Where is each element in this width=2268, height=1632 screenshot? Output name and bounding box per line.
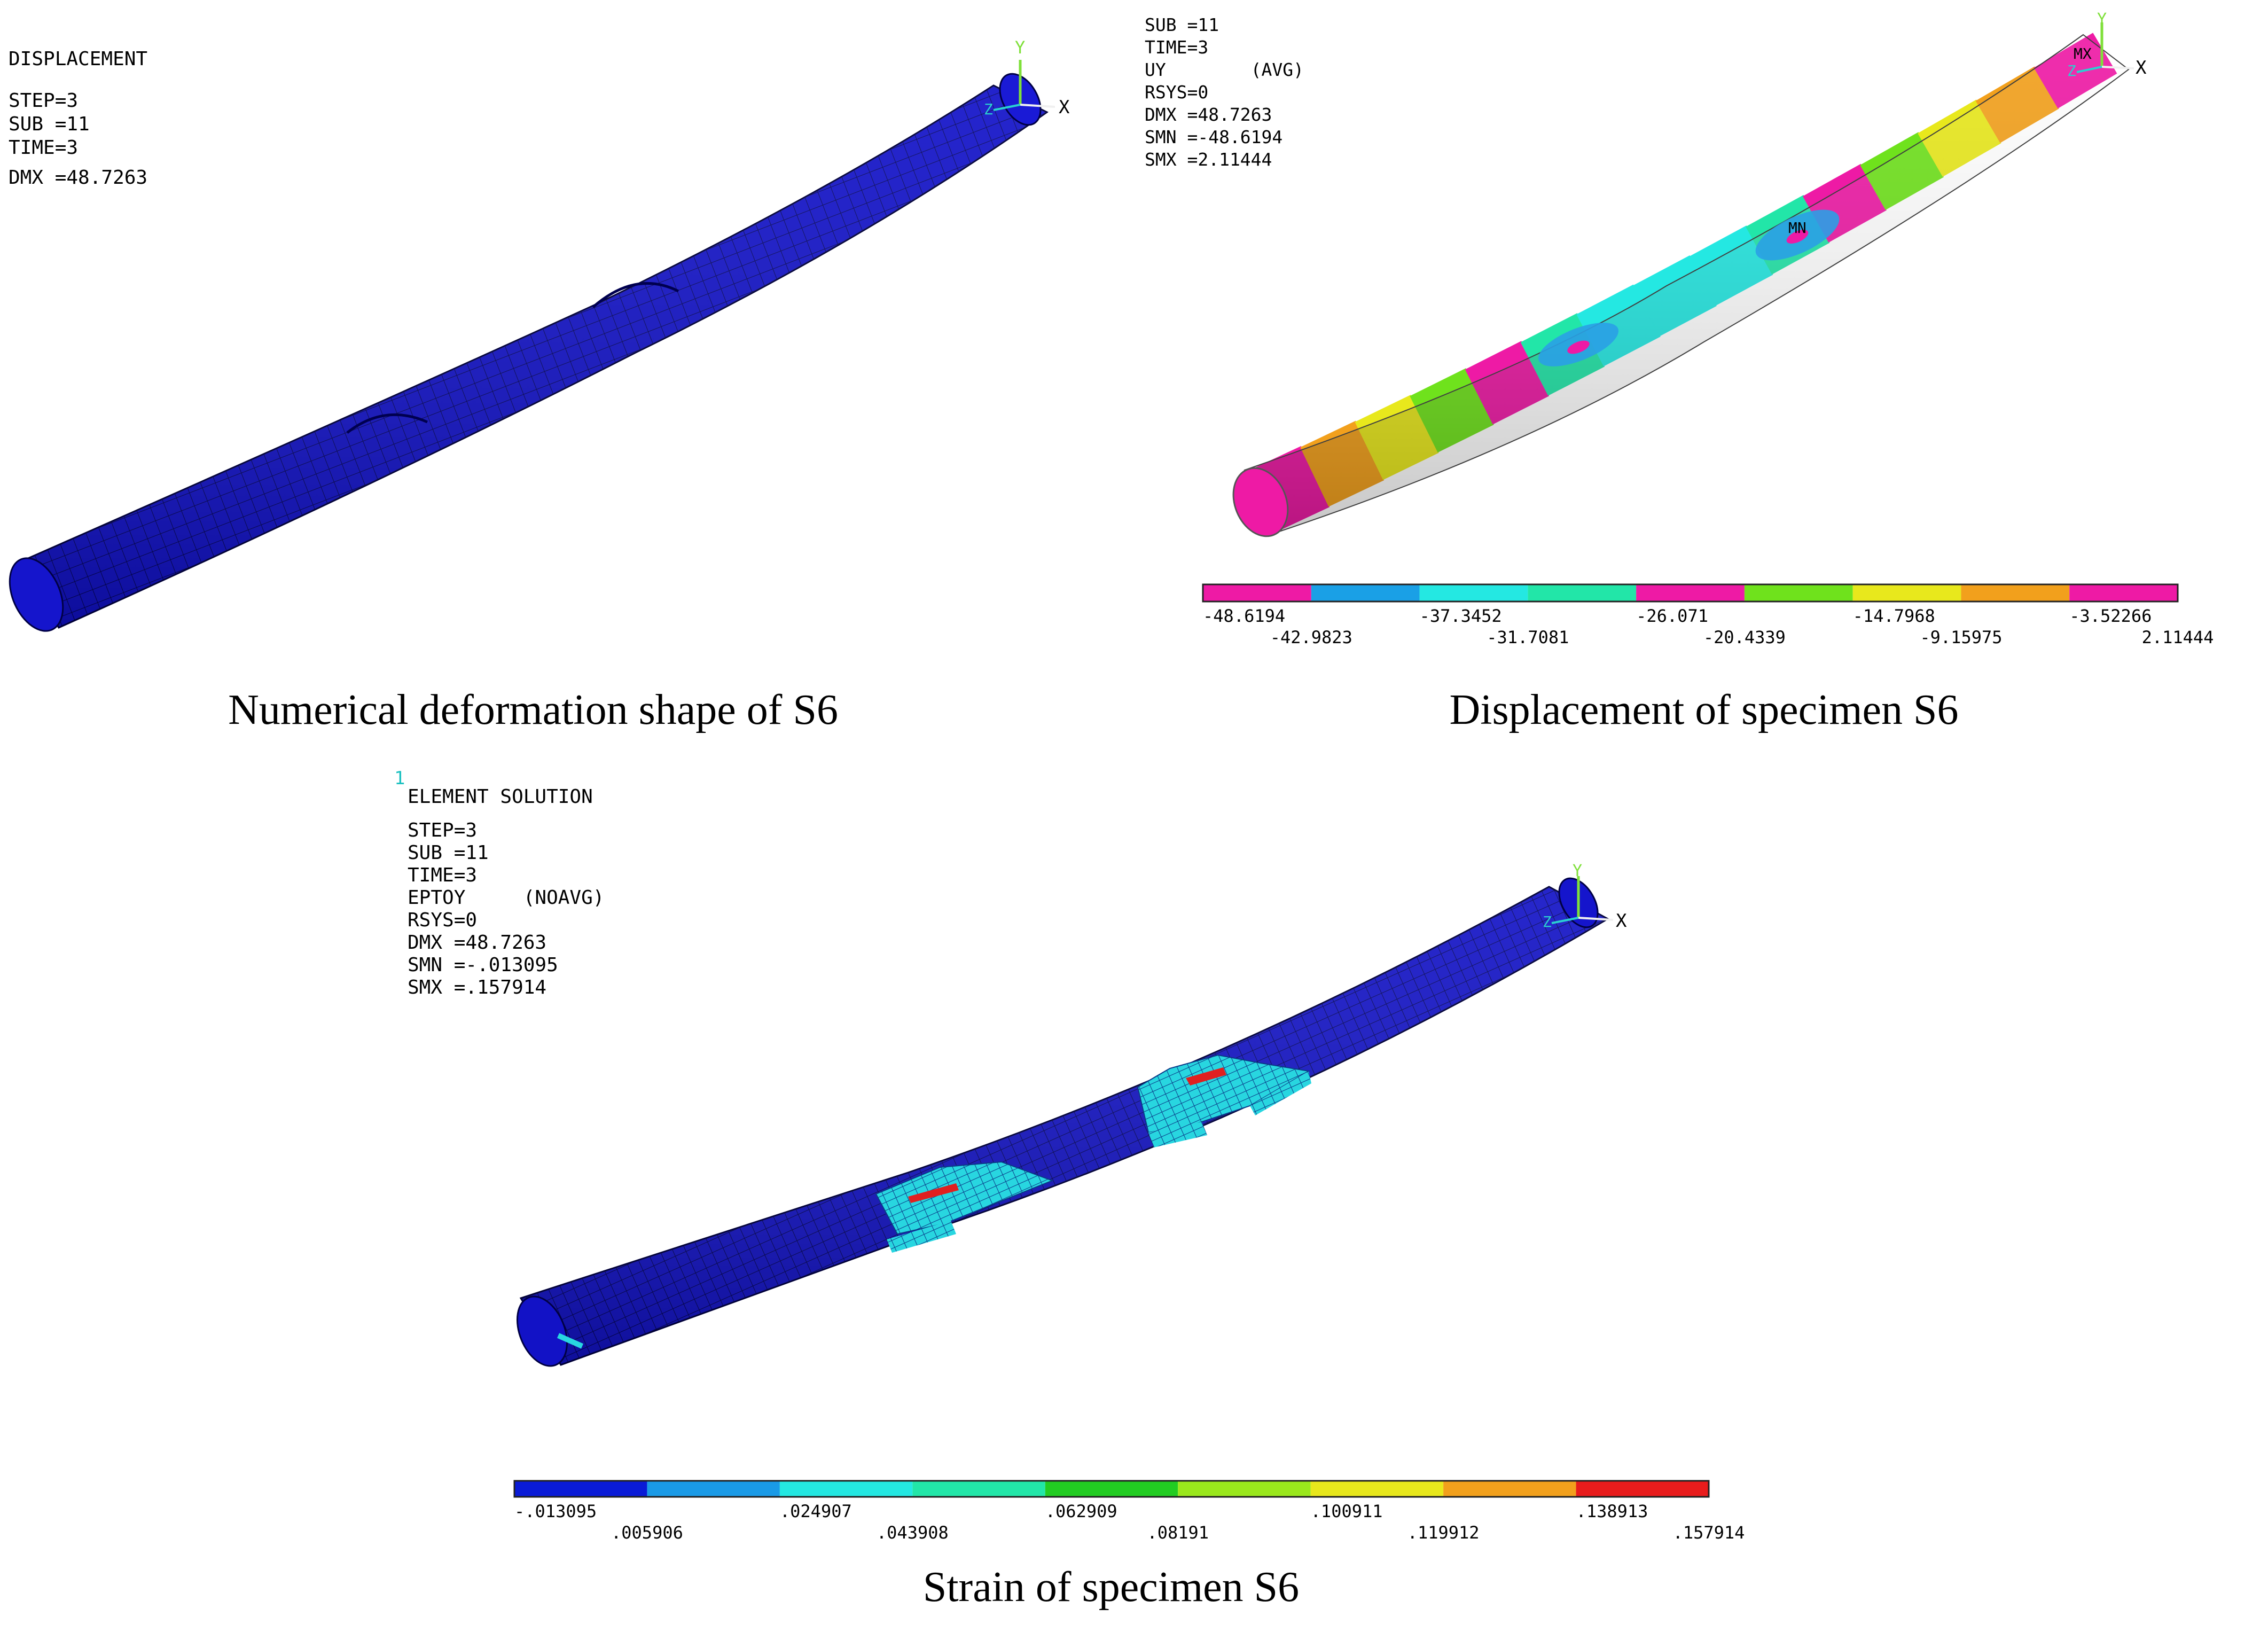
strain-info-smn: SMN =-.013095 [408, 954, 558, 976]
strain-legend: -.013095 .024907 .062909 .100911 .138913 .005… [513, 1480, 1745, 1543]
strain-legend-label: .062909 [1045, 1501, 1117, 1521]
displacement-min-marker: MN [1788, 219, 1806, 237]
deformed-tube-mesh [9, 73, 1049, 632]
displacement-info-smn: SMN =-48.6194 [1145, 127, 1282, 147]
deformation-info-block: DISPLACEMENT STEP=3 SUB =11 TIME=3 DMX =… [9, 48, 147, 189]
strain-axis-x-label: X [1616, 910, 1627, 932]
strain-legend-swatch [514, 1481, 647, 1497]
displacement-legend: -48.6194 -37.3452 -26.071 -14.7968 -3.52266 -… [1202, 583, 2214, 647]
displacement-legend-label: -31.7081 [1487, 627, 1569, 647]
strain-hotspot-left [875, 1161, 1054, 1253]
strain-legend-label: -.013095 [514, 1501, 597, 1521]
deformation-axis-x-label: X [1059, 97, 1070, 118]
displacement-legend-swatches [1203, 584, 2178, 602]
deformation-axis-triad: Y X Z [984, 37, 1070, 118]
displacement-legend-swatch [1419, 584, 1528, 602]
strain-legend-label: .024907 [780, 1501, 852, 1521]
strain-legend-swatch [912, 1481, 1045, 1497]
strain-axis-triad: Y X Z [1543, 862, 1627, 932]
displacement-legend-label: -3.52266 [2069, 606, 2152, 626]
deformation-axis-z-label: Z [984, 100, 993, 118]
displacement-info-sub: SUB =11 [1145, 14, 1219, 35]
strain-info-sub: SUB =11 [408, 842, 489, 864]
deformation-info-title: DISPLACEMENT [9, 48, 147, 70]
displacement-info-smx: SMX =2.11444 [1145, 149, 1272, 170]
displacement-legend-swatch [1203, 584, 1311, 602]
strain-info-block: ELEMENT SOLUTION STEP=3 SUB =11 TIME=3 E… [408, 786, 604, 998]
displacement-legend-swatch [1852, 584, 1961, 602]
displacement-legend-label: -42.9823 [1270, 627, 1352, 647]
displacement-legend-labels: -48.6194 -37.3452 -26.071 -14.7968 -3.52266 -… [1203, 606, 2214, 647]
displacement-legend-swatch [1636, 584, 1745, 602]
strain-info-rsys: RSYS=0 [408, 909, 477, 931]
displacement-legend-label: -14.7968 [1853, 606, 1935, 626]
strain-legend-label: .138913 [1576, 1501, 1648, 1521]
displacement-legend-label: -9.15975 [1920, 627, 2002, 647]
strain-info-time: TIME=3 [408, 864, 477, 886]
displacement-legend-label: 2.11444 [2142, 627, 2214, 647]
displacement-info-time: TIME=3 [1145, 37, 1208, 58]
displacement-legend-swatch [2069, 584, 2178, 602]
deformation-panel: DISPLACEMENT STEP=3 SUB =11 TIME=3 DMX =… [9, 37, 1070, 733]
strain-legend-label: .08191 [1147, 1522, 1209, 1543]
strain-legend-label: .100911 [1311, 1501, 1383, 1521]
strain-info-result: EPTOY (NOAVG) [408, 887, 604, 909]
strain-legend-label: .119912 [1407, 1522, 1480, 1543]
strain-legend-swatch [1178, 1481, 1311, 1497]
deformation-caption: Numerical deformation shape of S6 [228, 686, 838, 733]
strain-legend-swatch [647, 1481, 780, 1497]
strain-info-title: ELEMENT SOLUTION [408, 786, 593, 808]
deformation-info-time: TIME=3 [9, 137, 78, 159]
strain-hotspot-right [1137, 1054, 1311, 1147]
strain-caption: Strain of specimen S6 [923, 1564, 1299, 1611]
displacement-legend-swatch [1528, 584, 1637, 602]
deformation-info-dmx: DMX =48.7263 [9, 167, 147, 189]
displacement-legend-swatch [1961, 584, 2070, 602]
strain-legend-label: .157914 [1673, 1522, 1745, 1543]
strain-info-step: STEP=3 [408, 819, 477, 841]
displacement-panel: SUB =11 TIME=3 UY (AVG) RSYS=0 DMX =48.7… [1145, 10, 2214, 733]
strain-legend-swatch [1045, 1481, 1178, 1497]
strain-info-smx: SMX =.157914 [408, 977, 546, 998]
displacement-legend-label: -37.3452 [1420, 606, 1502, 626]
displacement-legend-label: -20.4339 [1703, 627, 1786, 647]
displacement-axis-triad: Y X Z [2067, 10, 2147, 80]
displacement-tube: MN MX [1232, 33, 2130, 537]
displacement-info-dmx: DMX =48.7263 [1145, 104, 1272, 125]
displacement-caption: Displacement of specimen S6 [1449, 686, 1958, 733]
displacement-legend-label: -26.071 [1636, 606, 1708, 626]
strain-legend-swatches [514, 1481, 1709, 1497]
displacement-axis-x-label: X [2136, 57, 2147, 79]
strain-axis-y-label: Y [1573, 862, 1582, 880]
strain-legend-swatch [1310, 1481, 1444, 1497]
displacement-legend-label: -48.6194 [1203, 606, 1285, 626]
strain-legend-label: .005906 [611, 1522, 683, 1543]
displacement-info-result: UY (AVG) [1145, 59, 1304, 80]
strain-figure-number: 1 [394, 768, 405, 789]
strain-info-dmx: DMX =48.7263 [408, 932, 546, 954]
displacement-info-rsys: RSYS=0 [1145, 82, 1208, 103]
displacement-legend-swatch [1311, 584, 1420, 602]
strain-axis-z-label: Z [1543, 913, 1552, 931]
strain-panel: 1 ELEMENT SOLUTION STEP=3 SUB =11 TIME=3… [394, 768, 1745, 1611]
strain-legend-swatch [1443, 1481, 1576, 1497]
deformation-info-step: STEP=3 [9, 90, 78, 112]
displacement-axis-z-label: Z [2067, 62, 2076, 80]
deformation-axis-y-label: Y [1015, 37, 1025, 58]
displacement-max-marker: MX [2074, 45, 2092, 63]
strain-legend-labels: -.013095 .024907 .062909 .100911 .138913 .005… [514, 1501, 1745, 1543]
displacement-legend-swatch [1744, 584, 1853, 602]
deformation-info-sub: SUB =11 [9, 113, 90, 135]
strain-legend-label: .043908 [877, 1522, 949, 1543]
strain-tube-mesh [516, 877, 1610, 1367]
strain-legend-swatch [779, 1481, 913, 1497]
displacement-info-block: SUB =11 TIME=3 UY (AVG) RSYS=0 DMX =48.7… [1145, 14, 1304, 170]
strain-legend-swatch [1576, 1481, 1709, 1497]
displacement-axis-y-label: Y [2097, 10, 2107, 29]
